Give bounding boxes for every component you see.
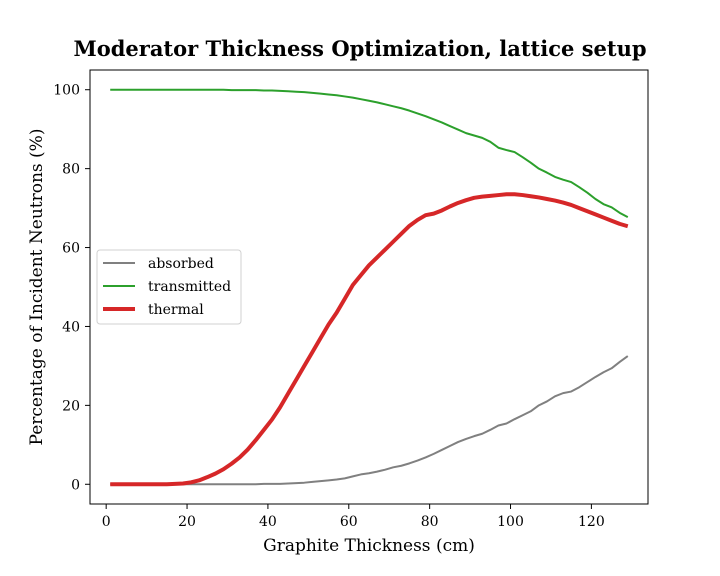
series-line-absorbed [110,355,629,486]
plot-frame [89,69,649,505]
y-tick-label: 80 [62,162,80,178]
y-tick-label: 40 [62,319,80,335]
x-tick-label: 120 [578,514,605,530]
x-tick-label: 20 [178,514,196,530]
legend-label-absorbed: absorbed [148,256,214,272]
y-tick-label: 0 [71,477,80,493]
x-tick-label: 100 [497,514,524,530]
series-line-transmitted [110,88,629,219]
y-tick-label: 20 [62,398,80,414]
y-axis-label: Percentage of Incident Neutrons (%) [27,129,47,446]
legend: absorbed transmitted thermal [96,249,242,325]
chart-title: Moderator Thickness Optimization, lattic… [73,36,646,61]
legend-label-thermal: thermal [148,302,204,318]
x-tick-label: 80 [421,514,439,530]
y-axis: 0 20 40 60 80 100 [53,83,90,493]
series-line-thermal [110,192,629,487]
legend-label-transmitted: transmitted [148,279,231,295]
x-axis-label: Graphite Thickness (cm) [263,536,475,556]
y-tick-label: 60 [62,241,80,257]
x-tick-label: 40 [259,514,277,530]
series-layer [110,88,629,487]
y-tick-label: 100 [53,83,80,99]
legend-box [96,249,242,325]
x-tick-label: 60 [340,514,358,530]
x-axis: 0 20 40 60 80 100 120 [102,504,605,530]
x-tick-label: 0 [102,514,111,530]
